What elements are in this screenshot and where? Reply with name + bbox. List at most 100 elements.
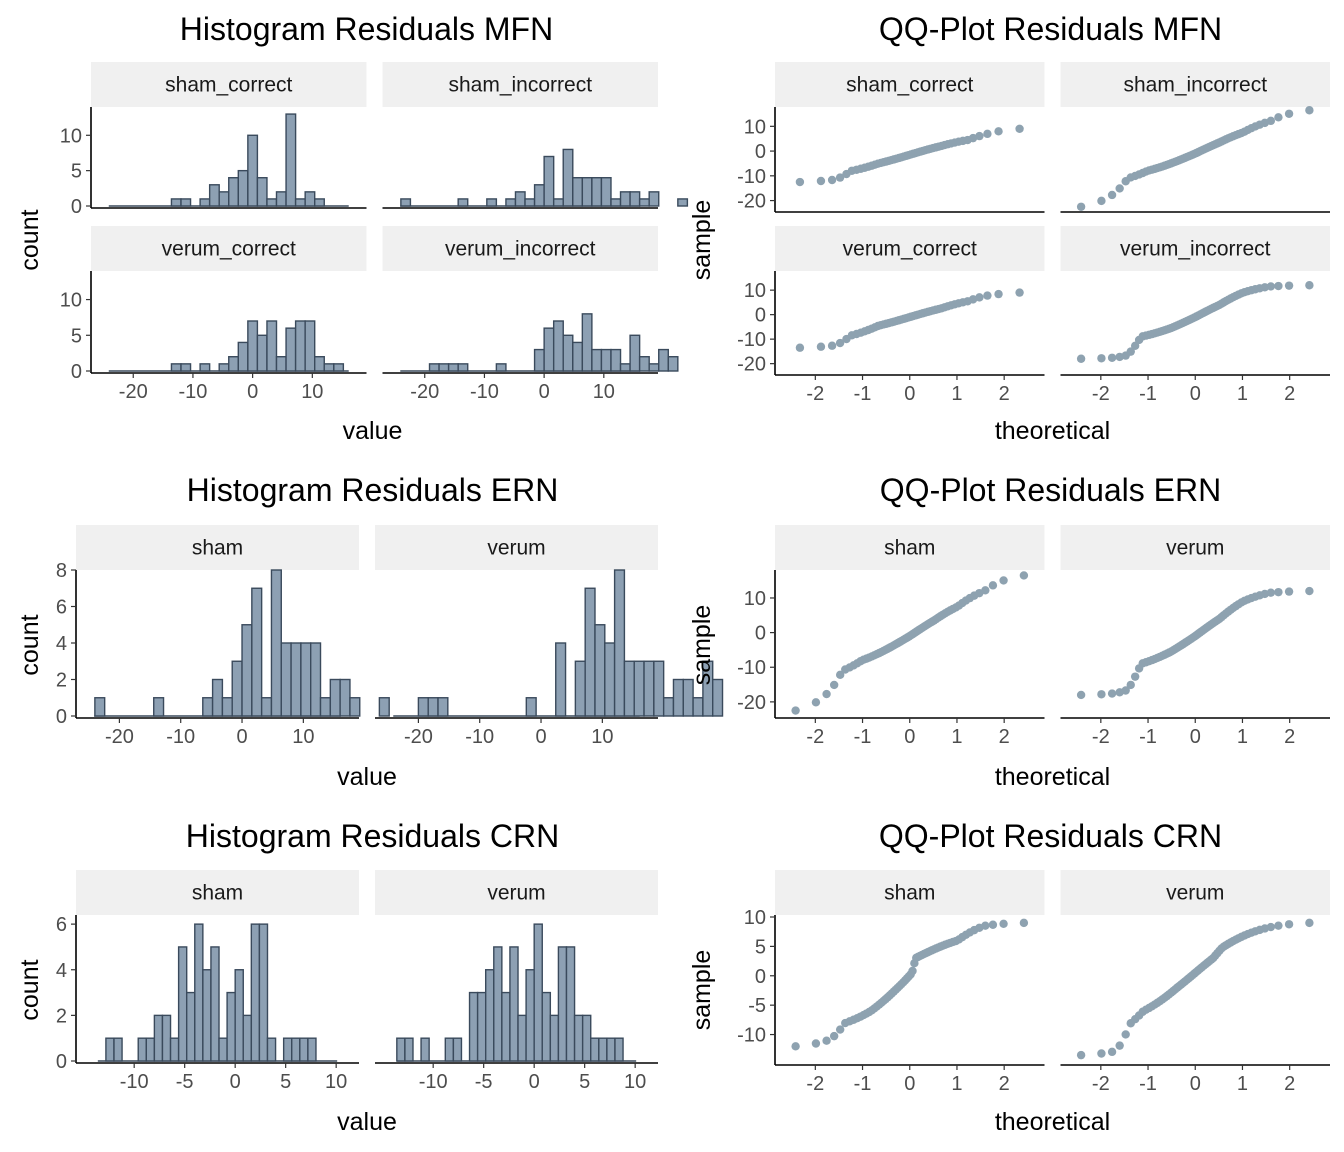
x-tick-label: -5 (176, 1071, 194, 1093)
y-tick-label: 0 (56, 1051, 67, 1073)
qq-point (1305, 918, 1314, 928)
x-tick-label: -2 (1092, 726, 1110, 748)
qq-point (1126, 347, 1135, 356)
histogram-bar (486, 198, 498, 207)
title-qq-crn: QQ-Plot Residuals CRN (879, 818, 1222, 854)
qq-point (835, 1025, 845, 1034)
x-tick-label: -10 (120, 1071, 149, 1093)
qq-point (983, 129, 992, 139)
histogram-bar (153, 1014, 164, 1062)
x-tick-label: 10 (292, 726, 314, 748)
strip-ern-q2 (1060, 525, 1330, 570)
histogram-bar (648, 191, 660, 207)
histogram-bar (199, 363, 211, 372)
x-tick-label: -10 (470, 381, 499, 403)
histogram-bar (250, 923, 261, 1062)
y-tick-label: -20 (737, 191, 766, 213)
qq-point (829, 1031, 839, 1041)
x-tick-label: 10 (593, 381, 615, 403)
x-tick-label: -5 (475, 1071, 493, 1093)
histogram-bar (549, 1014, 560, 1062)
histogram-bar (438, 363, 450, 372)
x-tick-label: -2 (806, 1073, 824, 1095)
histogram-bar (314, 356, 325, 372)
x-tick-label: -2 (1092, 1073, 1110, 1095)
histogram-bar (300, 642, 312, 717)
x-tick-label: 0 (904, 1073, 915, 1095)
qq-point (1097, 1049, 1106, 1058)
histogram-bar (275, 356, 287, 372)
histogram-bar (251, 587, 263, 717)
qq-point (1121, 686, 1130, 695)
qq-point (975, 293, 984, 302)
x-axis-title-qq-mfn: theoretical (995, 417, 1110, 445)
histogram-bar (565, 946, 576, 1062)
x-tick-label: -1 (1139, 383, 1157, 405)
histogram-bar (180, 198, 192, 207)
x-axis-title-hist-mfn: value (343, 417, 403, 445)
strip-label-crn-h2: verum (487, 882, 545, 905)
qq-point (968, 133, 978, 143)
qq-point (1107, 689, 1117, 698)
histogram-bar (314, 198, 325, 207)
y-tick-label: 5 (71, 325, 82, 347)
histogram-bar (234, 969, 244, 1062)
qq-point (1107, 353, 1117, 362)
strip-label-crn-h1: sham (192, 882, 243, 905)
histogram-bar (208, 184, 220, 207)
histogram-bar (444, 1037, 455, 1062)
strip-mfn-q2 (1060, 62, 1330, 107)
title-histogram-crn: Histogram Residuals CRN (186, 818, 559, 854)
histogram-bar (590, 1037, 600, 1062)
histogram-bar (572, 177, 584, 207)
qq-point (1076, 202, 1086, 211)
histogram-bar (218, 363, 230, 372)
qq-point (1305, 586, 1314, 596)
x-tick-label: 1 (951, 726, 962, 748)
histogram-bar (221, 697, 233, 717)
qq-point (968, 295, 978, 304)
histogram-bar (457, 363, 469, 372)
x-tick-label: -20 (105, 726, 134, 748)
histogram-bar (493, 946, 503, 1062)
x-tick-label: 0 (529, 1071, 540, 1093)
histogram-bar (524, 198, 536, 207)
strip-label-crn-q2: verum (1166, 882, 1224, 905)
qq-point (1266, 922, 1276, 932)
histogram-bar (237, 169, 249, 207)
qq-point (1115, 1041, 1124, 1050)
y-tick-label: 5 (71, 161, 82, 183)
histogram-bar (202, 969, 212, 1062)
x-tick-label: 2 (1284, 383, 1295, 405)
histogram-bar (591, 177, 603, 207)
strip-label-mfn-q1: sham_correct (846, 74, 973, 97)
qq-point (822, 1036, 831, 1045)
y-tick-label: 0 (71, 361, 82, 383)
histogram-bar (258, 923, 269, 1062)
qq-point (1274, 921, 1283, 930)
histogram-bar (495, 363, 507, 372)
x-tick-label: -2 (806, 726, 824, 748)
title-qq-mfn: QQ-Plot Residuals MFN (879, 11, 1222, 47)
histogram-bar (623, 660, 635, 717)
x-tick-label: -1 (1139, 726, 1157, 748)
x-tick-label: -10 (178, 381, 207, 403)
x-tick-label: 0 (236, 726, 247, 748)
strip-mfn-q3 (775, 226, 1045, 271)
x-tick-label: 10 (591, 726, 613, 748)
histogram-bar (594, 624, 606, 717)
x-axis-title-hist-crn: value (337, 1108, 397, 1136)
x-tick-label: 1 (951, 1073, 962, 1095)
x-tick-label: -10 (166, 726, 195, 748)
histogram-bar (613, 569, 626, 717)
qq-point (994, 289, 1003, 299)
y-axis-title-qq-mfn: sample (688, 200, 716, 281)
histogram-bar (237, 341, 249, 372)
qq-point (791, 1042, 800, 1051)
histogram-bar (319, 697, 332, 717)
histogram-bar (228, 356, 240, 372)
x-tick-label: 1 (1237, 726, 1248, 748)
qq-point (1097, 196, 1106, 206)
histogram-bar (629, 334, 641, 372)
